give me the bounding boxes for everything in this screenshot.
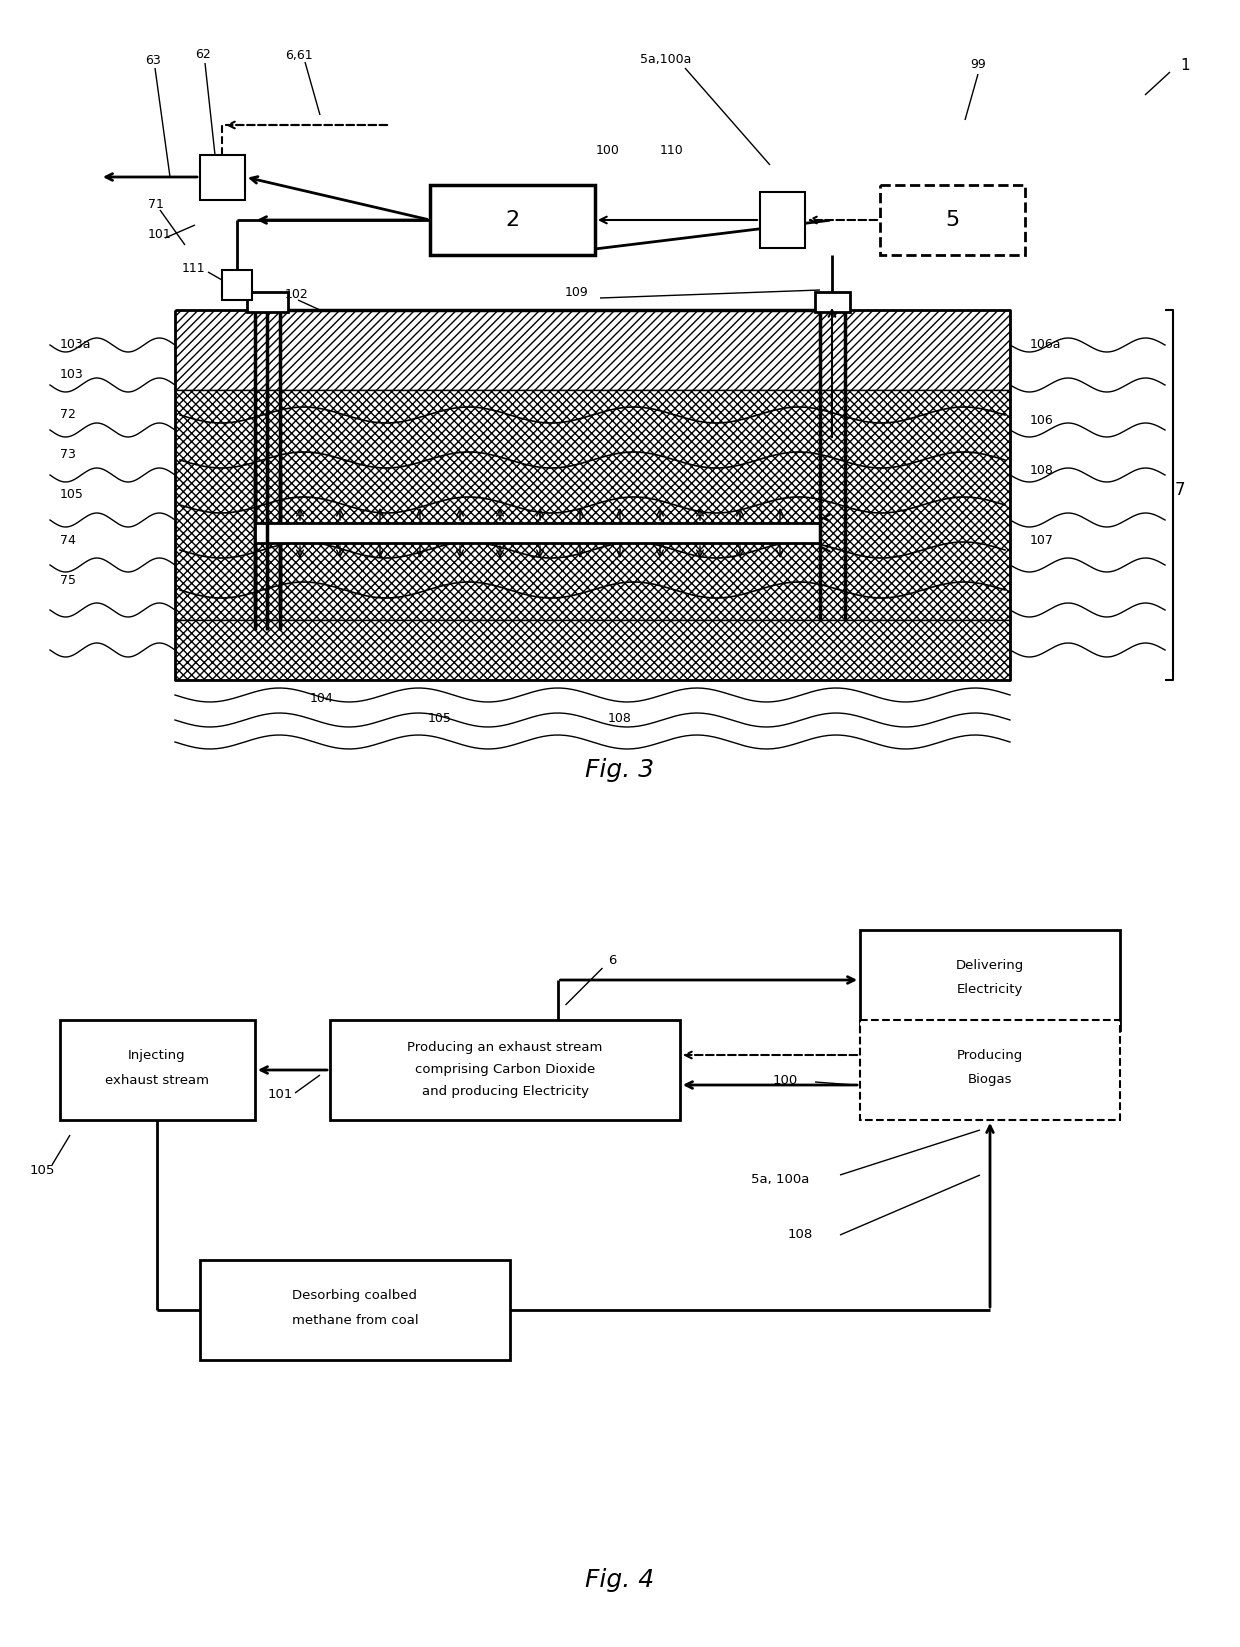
- Text: 102: 102: [285, 288, 309, 301]
- Text: 5: 5: [945, 211, 959, 231]
- Bar: [861, 931, 1120, 1029]
- Bar: [200, 155, 246, 199]
- Text: 71: 71: [148, 199, 164, 211]
- Text: 75: 75: [60, 573, 76, 586]
- Text: 100: 100: [596, 143, 620, 156]
- Text: Producing: Producing: [957, 1049, 1023, 1062]
- Text: 5a,100a: 5a,100a: [640, 53, 692, 66]
- Text: 105: 105: [30, 1163, 56, 1176]
- Text: 101: 101: [268, 1089, 293, 1102]
- Text: 6: 6: [609, 954, 616, 967]
- Text: 108: 108: [608, 712, 632, 725]
- Text: methane from coal: methane from coal: [291, 1314, 418, 1326]
- Text: 62: 62: [195, 48, 211, 61]
- Bar: [815, 292, 849, 311]
- Text: 108: 108: [787, 1229, 812, 1242]
- Bar: [60, 1019, 255, 1120]
- Text: 106: 106: [1030, 413, 1054, 427]
- Text: Fig. 3: Fig. 3: [585, 758, 655, 782]
- Bar: [880, 184, 1025, 255]
- Bar: [200, 1260, 510, 1360]
- Bar: [175, 390, 1011, 619]
- Text: 105: 105: [428, 712, 451, 725]
- Text: 101: 101: [148, 229, 172, 242]
- Text: Desorbing coalbed: Desorbing coalbed: [293, 1288, 418, 1301]
- Text: 103: 103: [60, 369, 84, 382]
- Bar: [175, 619, 1011, 680]
- Text: 73: 73: [60, 448, 76, 461]
- Text: 104: 104: [310, 692, 334, 705]
- Bar: [247, 292, 288, 311]
- Text: exhaust stream: exhaust stream: [105, 1074, 210, 1087]
- Text: 63: 63: [145, 53, 161, 66]
- Text: 7: 7: [1176, 481, 1185, 499]
- Text: Injecting: Injecting: [128, 1049, 186, 1062]
- Text: Fig. 4: Fig. 4: [585, 1568, 655, 1593]
- Bar: [175, 390, 1011, 619]
- Bar: [760, 193, 805, 249]
- Bar: [330, 1019, 680, 1120]
- Text: 106a: 106a: [1030, 339, 1061, 351]
- Text: 111: 111: [182, 262, 206, 275]
- Text: 74: 74: [60, 534, 76, 547]
- Text: Producing an exhaust stream: Producing an exhaust stream: [407, 1041, 603, 1054]
- Bar: [430, 184, 595, 255]
- Bar: [861, 1019, 1120, 1120]
- Text: 103a: 103a: [60, 339, 92, 351]
- Text: Delivering: Delivering: [956, 959, 1024, 972]
- Text: 110: 110: [660, 143, 683, 156]
- Bar: [255, 524, 820, 544]
- Bar: [175, 310, 1011, 390]
- Text: comprising Carbon Dioxide: comprising Carbon Dioxide: [415, 1064, 595, 1077]
- Text: Biogas: Biogas: [967, 1074, 1012, 1087]
- Text: 6,61: 6,61: [285, 48, 312, 61]
- Text: 107: 107: [1030, 534, 1054, 547]
- Text: and producing Electricity: and producing Electricity: [422, 1085, 589, 1099]
- Text: 105: 105: [60, 489, 84, 501]
- Text: Electricity: Electricity: [957, 983, 1023, 996]
- Text: 2: 2: [505, 211, 520, 231]
- Bar: [222, 270, 252, 300]
- Text: 99: 99: [970, 59, 986, 71]
- Text: 100: 100: [773, 1074, 797, 1087]
- Text: 1: 1: [1180, 58, 1190, 72]
- Bar: [175, 310, 1011, 390]
- Text: 109: 109: [565, 285, 589, 298]
- Text: 108: 108: [1030, 463, 1054, 476]
- Bar: [175, 619, 1011, 680]
- Text: 5a, 100a: 5a, 100a: [750, 1174, 810, 1186]
- Text: 72: 72: [60, 408, 76, 422]
